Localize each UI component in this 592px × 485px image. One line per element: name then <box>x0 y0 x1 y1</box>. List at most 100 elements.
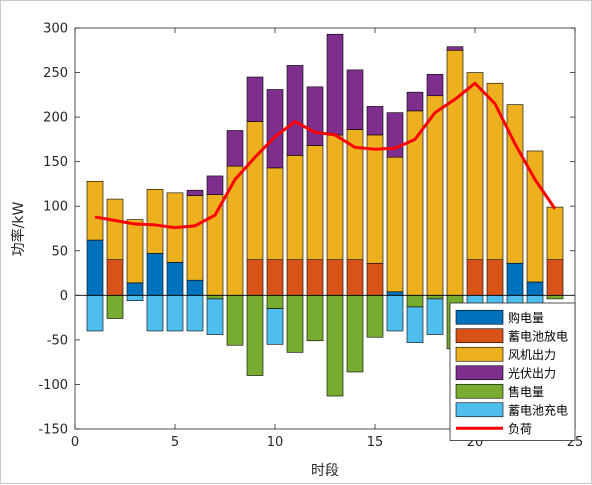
bar-series2-period8 <box>226 165 244 296</box>
bar-series0-period6 <box>186 279 204 296</box>
bar-series5-period6 <box>186 295 204 332</box>
bar-series0-period23 <box>526 281 544 296</box>
bar-series1-period21 <box>486 259 504 296</box>
bar-series5-period7 <box>206 298 224 335</box>
legend-swatch-1 <box>455 328 504 344</box>
bar-series5-period16 <box>386 295 404 332</box>
y-tick-label: -150 <box>38 423 68 438</box>
bar-series4-period2 <box>106 295 124 319</box>
bar-series4-period14 <box>346 295 364 373</box>
bar-series4-period17 <box>406 295 424 308</box>
bar-series3-period17 <box>406 91 424 112</box>
bar-series3-period8 <box>226 130 244 167</box>
bar-series2-period1 <box>86 180 104 241</box>
bar-series2-period13 <box>326 134 344 260</box>
x-tick-label: 0 <box>71 435 79 450</box>
bar-series2-period6 <box>186 195 204 281</box>
bar-series2-period20 <box>466 72 484 260</box>
bar-series4-period24 <box>546 295 564 300</box>
axes-box <box>74 27 576 430</box>
bar-series3-period14 <box>346 69 364 130</box>
bar-series0-period4 <box>146 253 164 296</box>
bar-series2-period11 <box>286 155 304 260</box>
y-tick-label: 250 <box>43 66 68 81</box>
y-tick-label: -100 <box>38 378 68 393</box>
bar-series2-period24 <box>546 206 564 260</box>
bar-series2-period18 <box>426 95 444 296</box>
bar-series4-period13 <box>326 295 344 397</box>
legend-swatch-4 <box>455 383 504 399</box>
bar-series2-period22 <box>506 104 524 264</box>
y-tick-label: 200 <box>43 111 68 126</box>
legend-swatch-2 <box>455 346 504 362</box>
bar-series5-period18 <box>426 298 444 335</box>
bar-series2-period16 <box>386 156 404 293</box>
bar-series3-period12 <box>306 86 324 146</box>
bar-series1-period15 <box>366 262 384 296</box>
bar-series3-period13 <box>326 33 344 136</box>
bar-series2-period10 <box>266 167 284 260</box>
bar-series0-period22 <box>506 262 524 296</box>
bar-series3-period9 <box>246 76 264 122</box>
bar-series2-period9 <box>246 121 264 260</box>
bar-series3-period16 <box>386 112 404 158</box>
legend-swatch-0 <box>455 309 504 325</box>
bar-series5-period3 <box>126 295 144 301</box>
bar-series3-period15 <box>366 106 384 136</box>
legend-swatch-5 <box>455 402 504 418</box>
legend-label-2: 风机出力 <box>508 348 556 362</box>
bar-series3-period6 <box>186 189 204 196</box>
bar-series2-period2 <box>106 198 124 260</box>
bar-series4-period9 <box>246 295 264 376</box>
bar-series0-period16 <box>386 291 404 296</box>
axes-layer <box>74 27 576 430</box>
legend-label-4: 售电量 <box>508 384 544 399</box>
bar-series5-period17 <box>406 306 424 343</box>
bar-series1-period9 <box>246 259 264 296</box>
legend-label-0: 购电量 <box>508 310 544 325</box>
bar-series3-period7 <box>206 175 224 195</box>
bar-series0-period3 <box>126 282 144 296</box>
y-tick-label: 50 <box>51 244 68 259</box>
x-axis-label: 时段 <box>311 463 339 479</box>
y-tick-label: -50 <box>47 333 68 348</box>
legend-label-3: 光伏出力 <box>508 366 556 380</box>
legend-label-1: 蓄电池放电 <box>508 328 568 343</box>
legend-label-6: 负荷 <box>508 422 532 436</box>
bar-series1-period10 <box>266 259 284 296</box>
bar-series5-period4 <box>146 295 164 332</box>
legend-label-5: 蓄电池充电 <box>508 402 568 417</box>
x-tick-label: 10 <box>267 435 284 450</box>
bar-series2-period15 <box>366 134 384 264</box>
bar-series3-period10 <box>266 89 284 169</box>
bar-series3-period19 <box>446 46 464 51</box>
bar-series3-period11 <box>286 65 304 156</box>
bar-series2-period12 <box>306 145 324 260</box>
y-tick-label: 0 <box>60 289 68 304</box>
bar-series2-period3 <box>126 219 144 284</box>
y-tick-label: 150 <box>43 155 68 170</box>
bar-series1-period20 <box>466 259 484 296</box>
bar-series1-period24 <box>546 259 564 296</box>
bar-series5-period1 <box>86 295 104 332</box>
bar-series2-period19 <box>446 49 464 296</box>
bar-series0-period5 <box>166 262 184 296</box>
bar-series1-period14 <box>346 259 364 296</box>
bar-series2-period7 <box>206 194 224 296</box>
bar-series1-period11 <box>286 259 304 296</box>
y-tick-label: 100 <box>43 200 68 215</box>
bar-series4-period12 <box>306 295 324 342</box>
bar-series1-period12 <box>306 259 324 296</box>
bar-series2-period21 <box>486 82 504 260</box>
bar-series0-period1 <box>86 239 104 296</box>
bar-series1-period13 <box>326 259 344 296</box>
bar-series5-period10 <box>266 308 284 345</box>
load-line-layer <box>94 81 557 230</box>
x-tick-label: 5 <box>171 435 179 450</box>
bar-series4-period10 <box>266 295 284 310</box>
bar-series4-period18 <box>426 295 444 300</box>
bar-series4-period7 <box>206 295 224 300</box>
bar-series4-period8 <box>226 295 244 346</box>
bar-series3-period18 <box>426 74 444 97</box>
